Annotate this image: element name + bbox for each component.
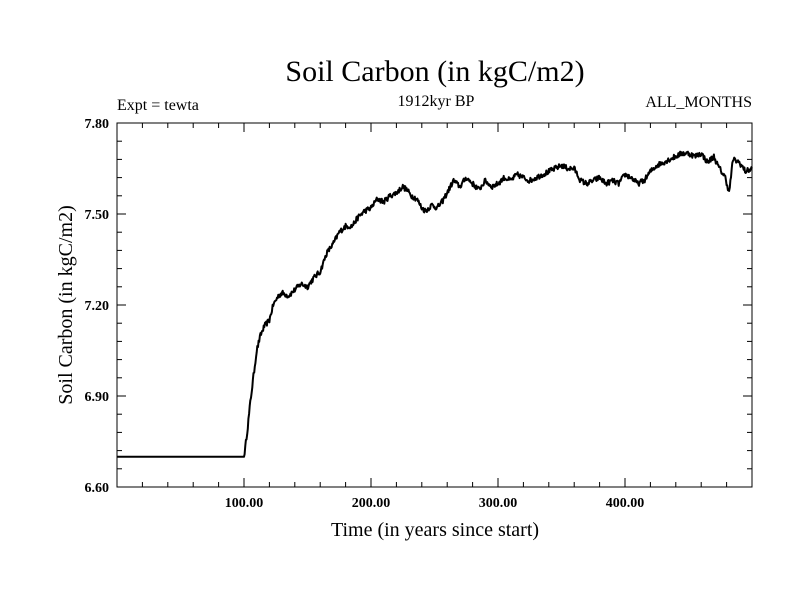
- x-tick-label: 200.00: [352, 496, 391, 511]
- y-tick-label: 7.80: [85, 117, 110, 132]
- tick-labels: 100.00 200.00 300.00 400.00 6.60 6.90 7.20 7.50…: [85, 117, 645, 511]
- x-tick-label: 300.00: [479, 496, 518, 511]
- chart-subtitle-right: ALL_MONTHS: [645, 94, 752, 111]
- chart-title: Soil Carbon (in kgC/m2): [285, 55, 584, 88]
- chart-subtitle-left: Expt = tewta: [117, 97, 199, 114]
- chart-subtitle-center: 1912kyr BP: [398, 93, 475, 110]
- tick-marks: [116, 122, 753, 488]
- x-axis-label: Time (in years since start): [331, 519, 539, 541]
- y-tick-label: 7.50: [85, 208, 110, 223]
- plot-area-frame: [116, 122, 753, 488]
- y-tick-label: 7.20: [85, 299, 110, 314]
- y-axis-label: Soil Carbon (in kgC/m2): [55, 205, 77, 404]
- y-tick-label: 6.60: [85, 481, 110, 496]
- y-tick-label: 6.90: [85, 390, 110, 405]
- series-line-soil-carbon: [116, 150, 753, 458]
- x-tick-label: 100.00: [225, 496, 264, 511]
- x-tick-label: 400.00: [606, 496, 645, 511]
